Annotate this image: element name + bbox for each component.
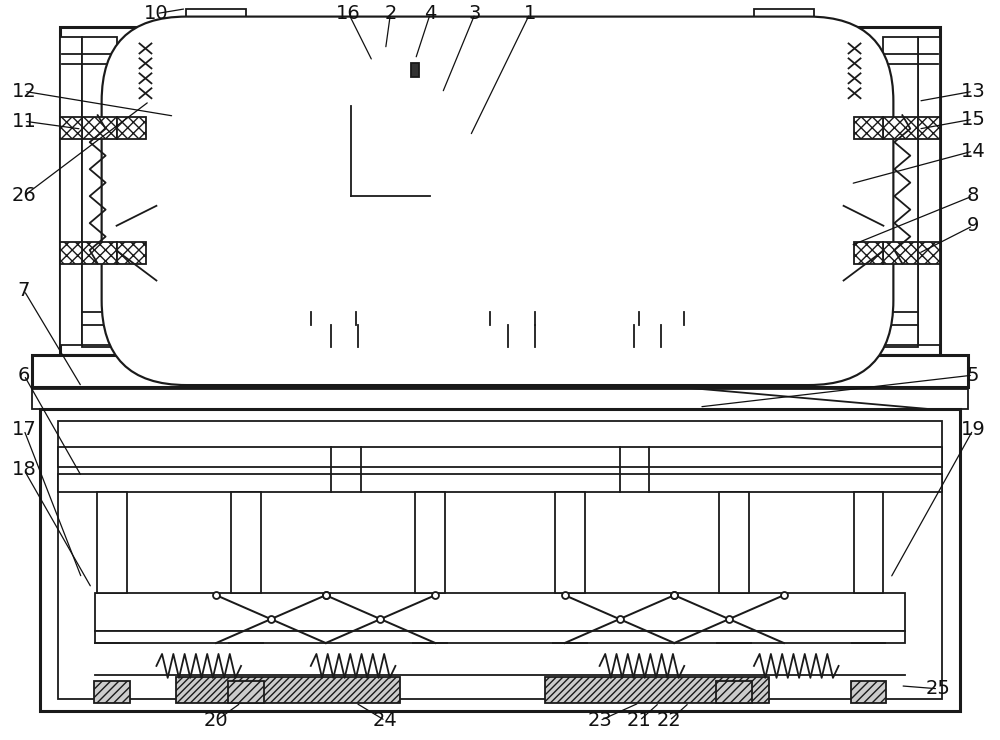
Text: 5: 5 <box>967 366 979 385</box>
Bar <box>716 681 752 703</box>
Bar <box>754 9 814 27</box>
Bar <box>415 491 445 593</box>
Text: 26: 26 <box>12 186 36 205</box>
Text: 2: 2 <box>384 4 397 23</box>
Bar <box>141 176 176 231</box>
Text: 13: 13 <box>961 82 985 101</box>
Bar <box>434 128 450 133</box>
Bar <box>403 52 423 59</box>
Bar <box>854 117 883 139</box>
Text: 24: 24 <box>373 711 398 730</box>
Text: 6: 6 <box>18 366 30 385</box>
Bar <box>437 131 447 221</box>
Text: 4: 4 <box>424 4 436 23</box>
Bar <box>186 9 246 27</box>
Text: 16: 16 <box>336 4 361 23</box>
Bar <box>117 242 146 263</box>
Bar <box>883 36 918 346</box>
Text: 17: 17 <box>12 420 36 440</box>
Text: 18: 18 <box>12 460 36 480</box>
Text: 8: 8 <box>967 186 979 205</box>
Bar <box>883 242 918 263</box>
Bar <box>359 47 384 56</box>
Bar <box>40 409 960 710</box>
Bar <box>363 52 380 107</box>
Bar <box>174 91 189 151</box>
Text: 21: 21 <box>627 711 652 730</box>
Bar <box>854 491 883 593</box>
Bar <box>60 117 82 139</box>
Bar <box>918 117 940 139</box>
Bar <box>824 226 883 275</box>
Text: 23: 23 <box>587 711 612 730</box>
Bar <box>60 36 82 346</box>
Bar <box>117 117 146 139</box>
Text: 19: 19 <box>961 420 985 440</box>
Text: 7: 7 <box>18 281 30 300</box>
Bar <box>411 64 419 78</box>
Bar <box>94 681 130 703</box>
Bar <box>176 677 400 703</box>
Bar <box>407 56 419 93</box>
Bar <box>117 226 176 275</box>
Text: 10: 10 <box>144 4 169 23</box>
Bar <box>95 593 905 631</box>
Text: 15: 15 <box>961 110 985 129</box>
Bar <box>918 36 940 346</box>
Bar <box>851 681 886 703</box>
Bar <box>97 491 127 593</box>
Text: 22: 22 <box>657 711 682 730</box>
Text: 14: 14 <box>961 141 985 161</box>
Bar <box>231 491 261 593</box>
Bar <box>58 447 942 467</box>
Bar <box>228 681 264 703</box>
Bar <box>82 117 117 139</box>
Text: 25: 25 <box>926 679 951 699</box>
Bar <box>545 677 769 703</box>
Bar <box>82 36 117 346</box>
Bar <box>58 421 942 699</box>
Bar <box>824 101 883 151</box>
Bar <box>824 176 859 231</box>
Bar <box>58 474 942 491</box>
Bar <box>854 242 883 263</box>
Bar <box>719 491 749 593</box>
Bar <box>32 389 968 409</box>
Text: 20: 20 <box>204 711 228 730</box>
FancyBboxPatch shape <box>102 16 893 385</box>
Bar <box>883 117 918 139</box>
Text: 11: 11 <box>12 112 36 131</box>
Bar <box>60 27 940 355</box>
Text: 12: 12 <box>12 82 36 101</box>
Bar <box>811 91 826 151</box>
Text: 3: 3 <box>469 4 481 23</box>
Bar <box>95 631 905 643</box>
Bar <box>434 215 450 223</box>
Bar <box>60 242 82 263</box>
Bar <box>918 242 940 263</box>
Bar <box>117 101 176 151</box>
Bar <box>82 242 117 263</box>
Bar <box>32 355 968 387</box>
Text: 9: 9 <box>967 216 979 235</box>
Bar <box>82 64 918 347</box>
Bar <box>555 491 585 593</box>
Text: 1: 1 <box>524 4 536 23</box>
